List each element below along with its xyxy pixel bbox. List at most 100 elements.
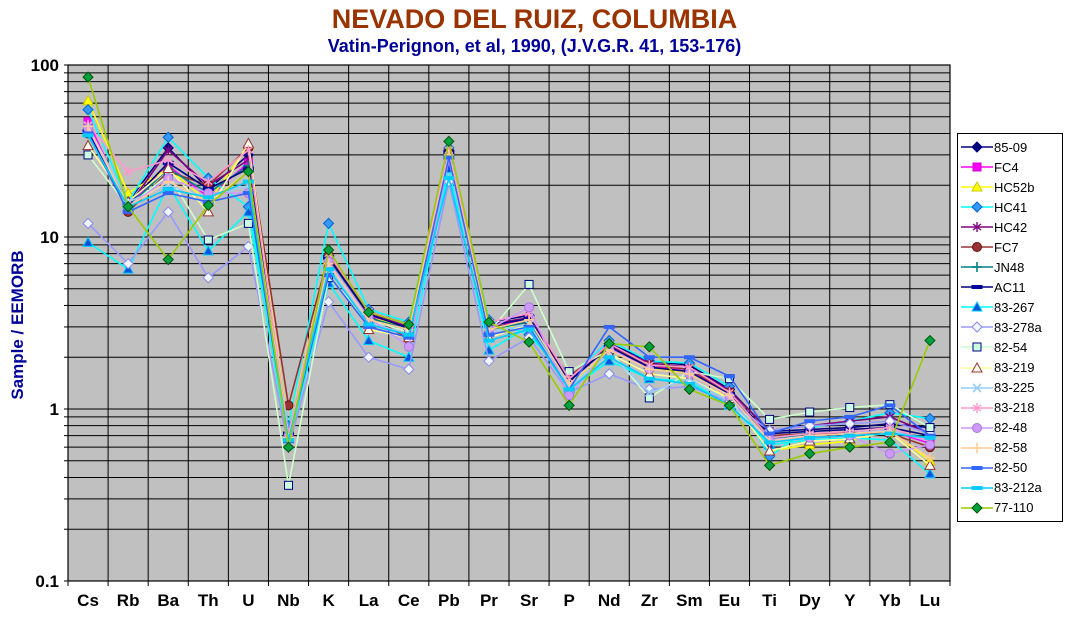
series-marker[interactable] bbox=[403, 332, 415, 337]
series-marker[interactable] bbox=[724, 374, 735, 379]
legend-item-82-50[interactable]: 82-50 bbox=[960, 458, 1060, 477]
series-marker[interactable] bbox=[844, 414, 856, 419]
series-marker[interactable] bbox=[972, 422, 982, 433]
series-marker[interactable] bbox=[763, 459, 776, 472]
series-marker[interactable] bbox=[483, 316, 495, 328]
series-marker[interactable] bbox=[162, 253, 174, 266]
series-marker[interactable] bbox=[83, 150, 93, 160]
series-marker[interactable] bbox=[924, 467, 936, 479]
series-marker[interactable] bbox=[242, 191, 254, 196]
series-marker[interactable] bbox=[925, 423, 935, 433]
series-marker[interactable] bbox=[971, 321, 983, 334]
series-marker[interactable] bbox=[322, 296, 335, 308]
series-marker[interactable] bbox=[362, 334, 375, 346]
legend-item-82-48[interactable]: 82-48 bbox=[960, 418, 1060, 437]
series-marker[interactable] bbox=[122, 201, 134, 213]
series-marker[interactable] bbox=[884, 403, 896, 408]
series-marker[interactable] bbox=[523, 336, 535, 348]
series-line-77-110[interactable] bbox=[87, 76, 931, 467]
series-marker[interactable] bbox=[971, 502, 983, 514]
series-marker[interactable] bbox=[202, 195, 214, 200]
series-marker[interactable] bbox=[162, 191, 174, 196]
series-marker[interactable] bbox=[924, 334, 936, 347]
series-marker[interactable] bbox=[524, 302, 535, 313]
series-marker[interactable] bbox=[643, 355, 655, 360]
series-marker[interactable] bbox=[564, 390, 575, 401]
series-77-110[interactable] bbox=[82, 71, 936, 472]
series-marker[interactable] bbox=[683, 355, 695, 360]
series-marker[interactable] bbox=[844, 441, 856, 453]
series-marker[interactable] bbox=[243, 218, 253, 228]
series-marker[interactable] bbox=[162, 187, 174, 192]
series-marker[interactable] bbox=[972, 404, 982, 412]
series-marker[interactable] bbox=[202, 199, 215, 211]
series-marker[interactable] bbox=[82, 103, 94, 116]
legend-item-83-278a[interactable]: 83-278a bbox=[960, 318, 1060, 337]
series-marker[interactable] bbox=[924, 459, 936, 470]
series-marker[interactable] bbox=[203, 235, 213, 245]
series-marker[interactable] bbox=[972, 223, 982, 231]
series-marker[interactable] bbox=[924, 439, 935, 450]
series-83-212a[interactable] bbox=[82, 133, 936, 445]
series-marker[interactable] bbox=[443, 176, 455, 181]
series-marker[interactable] bbox=[603, 337, 615, 350]
series-marker[interactable] bbox=[603, 368, 615, 380]
series-marker[interactable] bbox=[243, 146, 253, 154]
series-marker[interactable] bbox=[971, 201, 983, 213]
series-marker[interactable] bbox=[403, 341, 414, 352]
series-marker[interactable] bbox=[82, 236, 94, 247]
legend-item-83-218[interactable]: 83-218 bbox=[960, 398, 1060, 417]
legend-item-HC41[interactable]: HC41 bbox=[960, 198, 1060, 217]
series-marker[interactable] bbox=[163, 156, 173, 164]
series-line-82-58[interactable] bbox=[87, 125, 931, 459]
series-marker[interactable] bbox=[403, 363, 415, 376]
series-marker[interactable] bbox=[803, 447, 816, 460]
series-marker[interactable] bbox=[972, 162, 982, 172]
legend-item-FC4[interactable]: FC4 bbox=[960, 158, 1060, 177]
series-marker[interactable] bbox=[322, 244, 335, 256]
series-marker[interactable] bbox=[202, 244, 215, 256]
series-marker[interactable] bbox=[804, 419, 816, 424]
series-marker[interactable] bbox=[764, 440, 776, 445]
legend-item-83-225[interactable]: 83-225 bbox=[960, 378, 1060, 397]
series-marker[interactable] bbox=[443, 155, 455, 160]
series-marker[interactable] bbox=[82, 139, 94, 151]
series-marker[interactable] bbox=[844, 433, 856, 438]
legend-item-85-09[interactable]: 85-09 bbox=[960, 138, 1060, 157]
legend-item-FC7[interactable]: FC7 bbox=[960, 238, 1060, 257]
series-marker[interactable] bbox=[603, 355, 615, 360]
series-marker[interactable] bbox=[971, 465, 983, 470]
series-marker[interactable] bbox=[845, 403, 855, 413]
series-marker[interactable] bbox=[284, 480, 293, 490]
series-marker[interactable] bbox=[683, 383, 696, 396]
legend-item-82-58[interactable]: 82-58 bbox=[960, 438, 1060, 457]
series-marker[interactable] bbox=[971, 361, 983, 373]
series-marker[interactable] bbox=[323, 267, 335, 272]
series-marker[interactable] bbox=[82, 133, 94, 138]
series-line-83-212a[interactable] bbox=[87, 134, 931, 444]
series-marker[interactable] bbox=[483, 355, 495, 367]
legend-item-HC42[interactable]: HC42 bbox=[960, 218, 1060, 237]
series-marker[interactable] bbox=[643, 376, 655, 381]
series-marker[interactable] bbox=[804, 435, 816, 440]
series-marker[interactable] bbox=[644, 393, 654, 403]
series-marker[interactable] bbox=[483, 338, 495, 343]
series-marker[interactable] bbox=[805, 407, 815, 417]
series-marker[interactable] bbox=[644, 387, 654, 397]
series-marker[interactable] bbox=[972, 383, 982, 393]
legend-item-77-110[interactable]: 77-110 bbox=[960, 498, 1060, 517]
series-marker[interactable] bbox=[972, 342, 982, 352]
series-marker[interactable] bbox=[322, 217, 335, 230]
series-marker[interactable] bbox=[483, 332, 495, 337]
series-marker[interactable] bbox=[884, 448, 895, 459]
series-marker[interactable] bbox=[242, 165, 255, 178]
series-line-82-50[interactable] bbox=[87, 133, 931, 442]
series-marker[interactable] bbox=[203, 178, 213, 186]
series-marker[interactable] bbox=[971, 285, 983, 290]
series-marker[interactable] bbox=[603, 324, 615, 329]
series-marker[interactable] bbox=[403, 318, 415, 331]
series-marker[interactable] bbox=[723, 399, 736, 412]
legend-item-83-219[interactable]: 83-219 bbox=[960, 358, 1060, 377]
series-marker[interactable] bbox=[202, 205, 215, 217]
series-marker[interactable] bbox=[362, 323, 375, 334]
